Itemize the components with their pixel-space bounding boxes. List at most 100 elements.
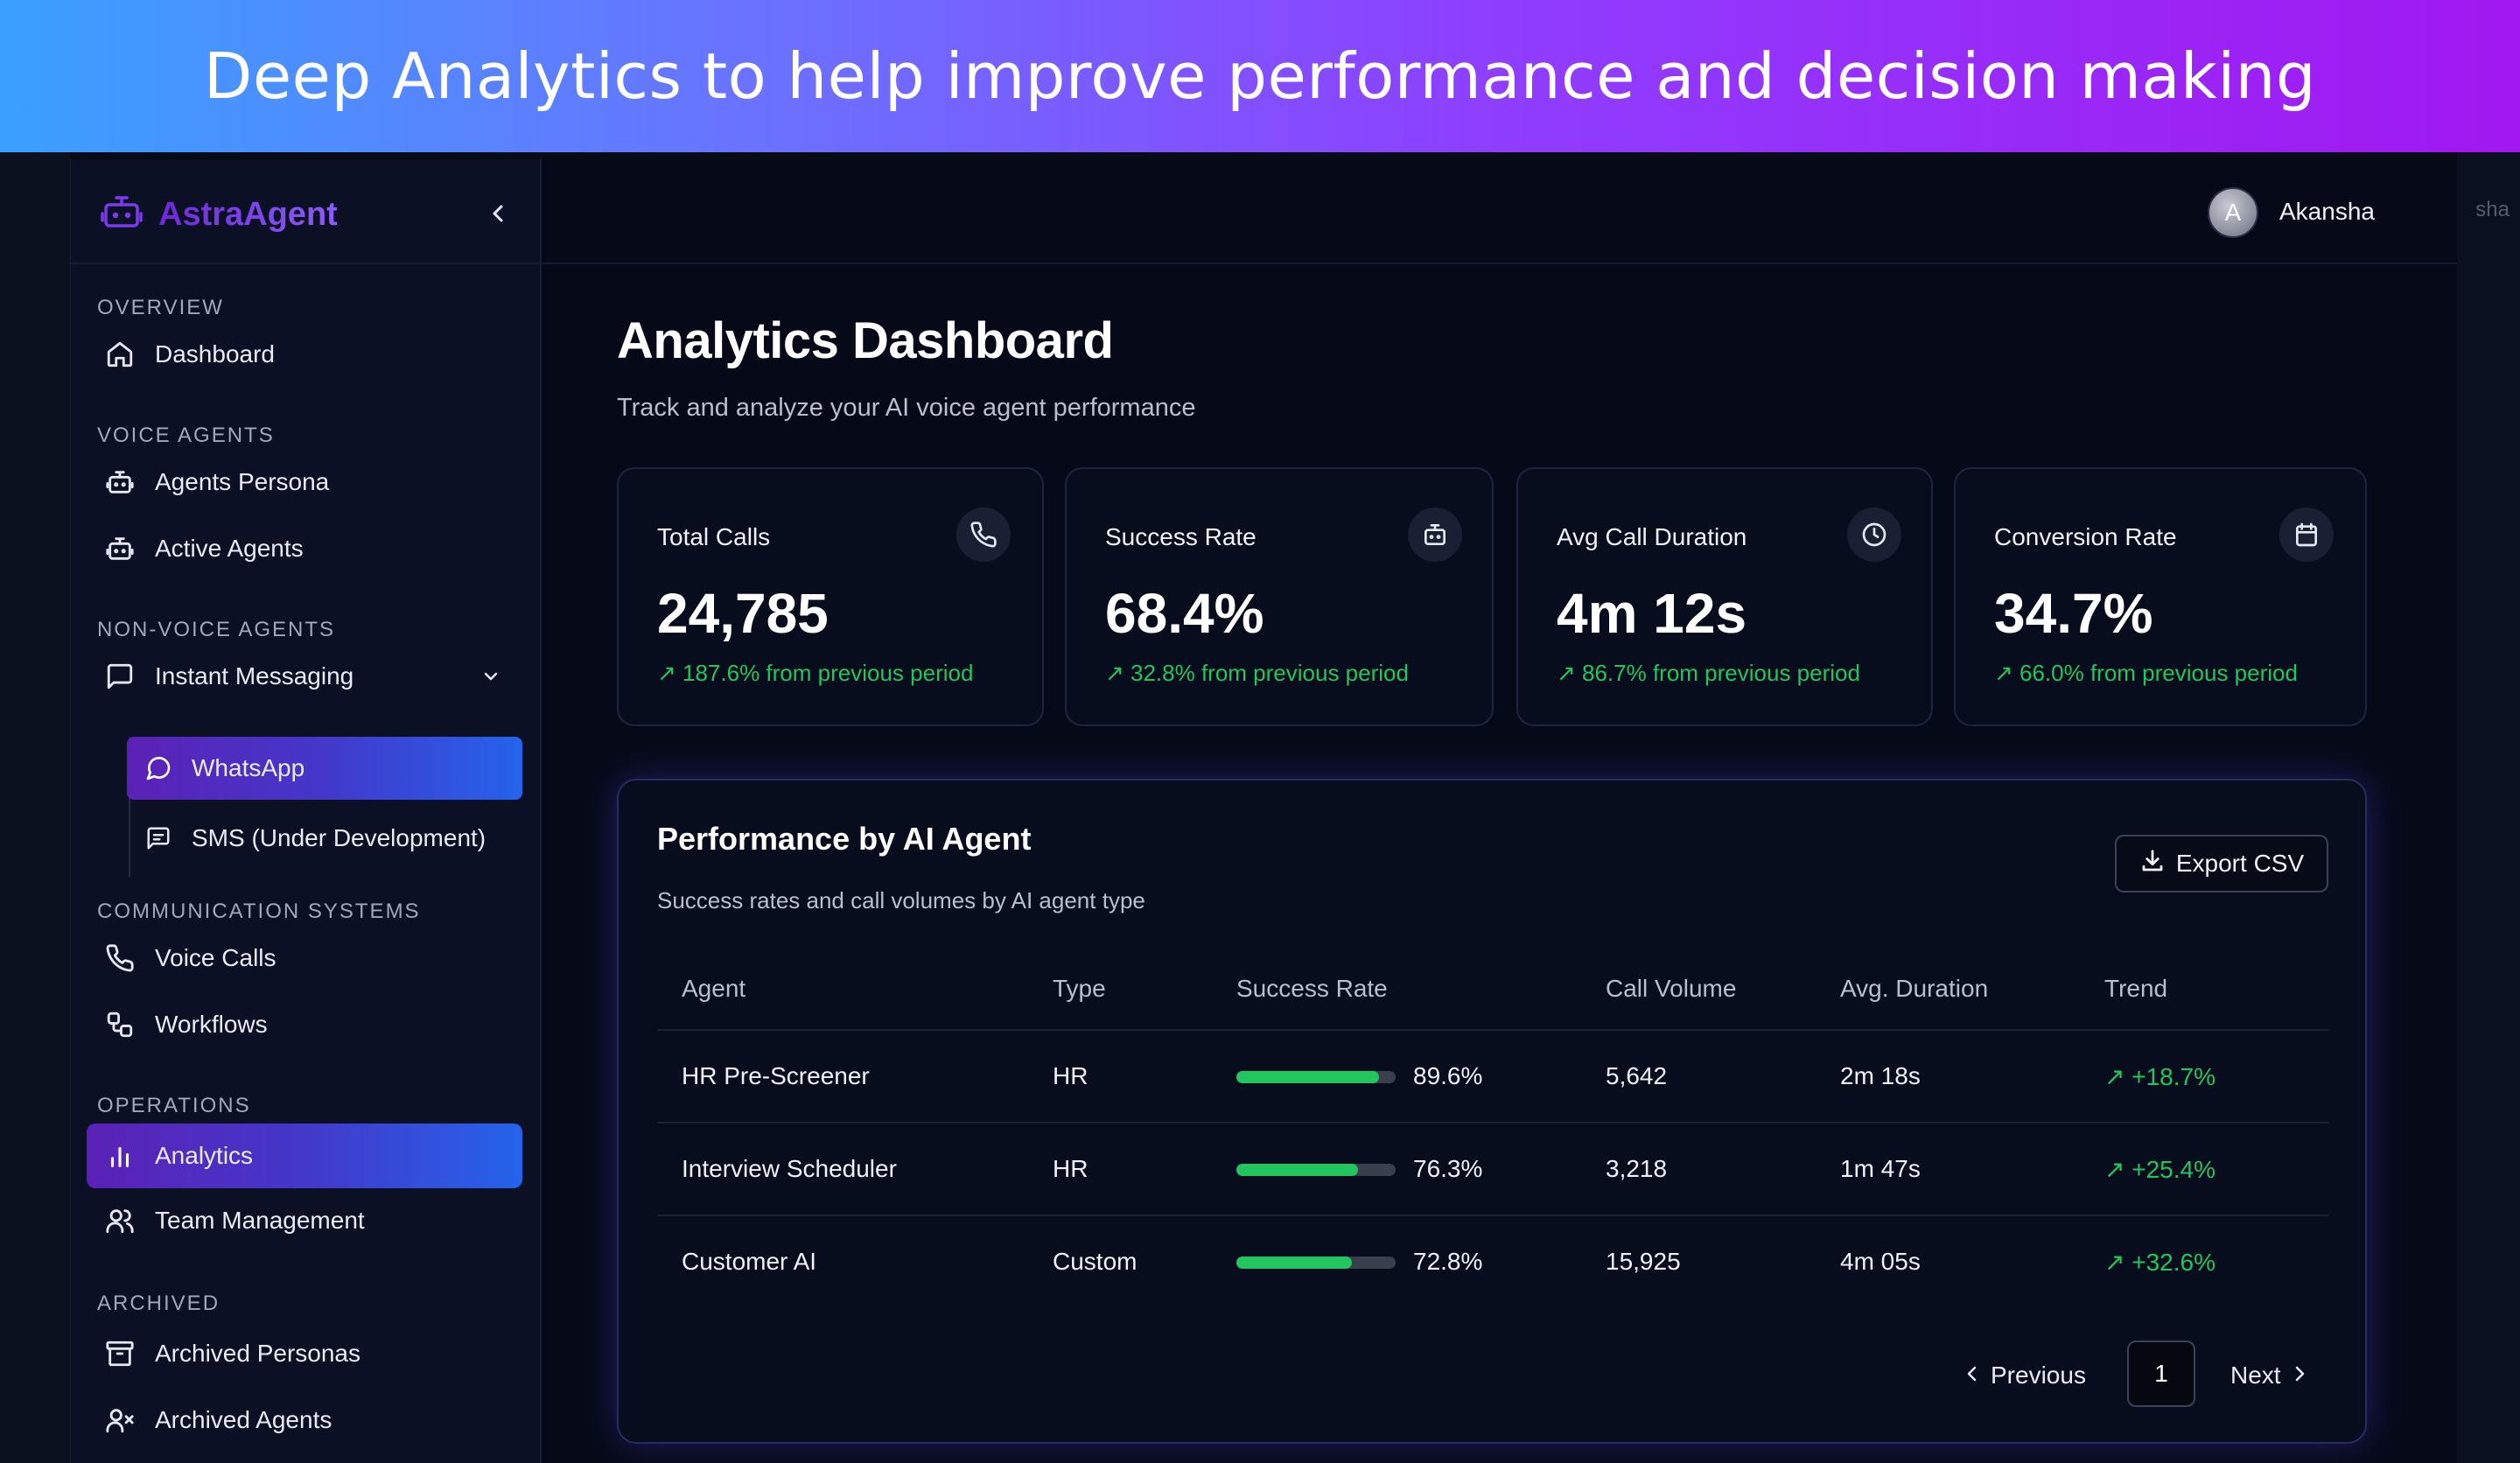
- stat-delta: ↗ 86.7% from previous period: [1557, 660, 1860, 686]
- cell-success-rate: 76.3%: [1413, 1155, 1483, 1182]
- section-voice-agents: VOICE AGENTS: [97, 424, 275, 447]
- table-row[interactable]: HR Pre-Screener HR 89.6% 5,642 2m 18s ↗ …: [657, 1029, 2328, 1122]
- phone-icon: [956, 508, 1011, 562]
- sidebar-item-label: SMS (Under Development): [192, 824, 486, 851]
- table-row[interactable]: Customer AI Custom 72.8% 15,925 4m 05s ↗…: [657, 1214, 2328, 1307]
- column-header-success-rate[interactable]: Success Rate: [1236, 975, 1388, 1002]
- home-icon: [101, 335, 139, 374]
- sidebar: AstraAgent OVERVIEW Dashboard VOICE AGEN…: [71, 159, 542, 1463]
- sidebar-item-archived-personas[interactable]: Archived Personas: [87, 1321, 522, 1386]
- performance-panel: Performance by AI Agent Success rates an…: [617, 779, 2367, 1444]
- table-row[interactable]: Interview Scheduler HR 76.3% 3,218 1m 47…: [657, 1122, 2328, 1214]
- phone-icon: [101, 939, 139, 977]
- panel-subtitle: Success rates and call volumes by AI age…: [657, 887, 1145, 914]
- stat-delta-text: 86.7% from previous period: [1582, 660, 1860, 686]
- column-header-avg-duration[interactable]: Avg. Duration: [1840, 975, 1989, 1002]
- stat-delta-text: 66.0% from previous period: [2020, 660, 2298, 686]
- sidebar-item-label: Archived Personas: [155, 1340, 361, 1367]
- chevron-down-icon[interactable]: [480, 666, 501, 687]
- sidebar-item-workflows[interactable]: Workflows: [87, 992, 522, 1057]
- cell-agent: Interview Scheduler: [682, 1155, 897, 1182]
- current-page-button[interactable]: 1: [2127, 1340, 2195, 1407]
- chevron-left-icon: [1966, 1362, 1978, 1390]
- stat-title: Total Calls: [657, 523, 771, 550]
- success-rate-bar: [1236, 1164, 1396, 1176]
- cell-call-volume: 15,925: [1606, 1248, 1681, 1275]
- chat-bubble-icon: [141, 751, 176, 786]
- calendar-icon: [2279, 508, 2334, 562]
- column-header-type[interactable]: Type: [1053, 975, 1106, 1002]
- page-subtitle: Track and analyze your AI voice agent pe…: [617, 394, 1196, 422]
- section-communication-systems: COMMUNICATION SYSTEMS: [97, 900, 421, 923]
- user-x-icon: [101, 1401, 139, 1439]
- promo-banner: Deep Analytics to help improve performan…: [0, 0, 2520, 152]
- sidebar-item-team-management[interactable]: Team Management: [87, 1188, 522, 1253]
- sidebar-item-archived-agents[interactable]: Archived Agents: [87, 1388, 522, 1452]
- next-page-button[interactable]: Next: [2230, 1349, 2306, 1402]
- export-csv-button[interactable]: Export CSV: [2115, 835, 2328, 892]
- cell-success-rate: 89.6%: [1413, 1062, 1483, 1089]
- section-operations: OPERATIONS: [97, 1094, 251, 1117]
- stat-delta-text: 32.8% from previous period: [1130, 660, 1409, 686]
- previous-page-button[interactable]: Previous: [1966, 1349, 2086, 1402]
- brand-header: AstraAgent: [71, 159, 542, 264]
- user-name[interactable]: Akansha: [2279, 198, 2375, 225]
- column-header-agent[interactable]: Agent: [682, 975, 746, 1002]
- main-content: Analytics Dashboard Track and analyze yo…: [542, 266, 2457, 1463]
- avatar[interactable]: A: [2208, 187, 2258, 238]
- cell-avg-duration: 1m 47s: [1840, 1155, 1921, 1182]
- stat-delta: ↗ 66.0% from previous period: [1994, 660, 2298, 686]
- sidebar-item-label: Active Agents: [155, 535, 304, 562]
- sidebar-item-agents-persona[interactable]: Agents Persona: [87, 450, 522, 514]
- trend-value: +25.4%: [2132, 1156, 2216, 1183]
- sidebar-item-label: WhatsApp: [192, 754, 305, 781]
- sidebar-item-label: Voice Calls: [155, 944, 276, 971]
- stat-delta-text: 187.6% from previous period: [682, 660, 974, 686]
- collapse-sidebar-button[interactable]: [482, 198, 514, 229]
- export-label: Export CSV: [2175, 850, 2305, 877]
- sidebar-item-voice-calls[interactable]: Voice Calls: [87, 926, 522, 990]
- cell-avg-duration: 2m 18s: [1840, 1062, 1921, 1089]
- sidebar-item-instant-messaging[interactable]: Instant Messaging: [87, 644, 522, 709]
- section-non-voice-agents: NON-VOICE AGENTS: [97, 618, 336, 641]
- sidebar-item-label: Analytics: [155, 1142, 254, 1169]
- success-rate-bar-fill: [1236, 1071, 1380, 1083]
- bot-icon: [101, 463, 139, 501]
- stat-title: Avg Call Duration: [1557, 523, 1747, 550]
- cell-success-rate: 72.8%: [1413, 1248, 1483, 1275]
- top-bar: A Akansha: [542, 159, 2457, 264]
- message-text-icon: [141, 821, 176, 856]
- trend-value: +32.6%: [2132, 1249, 2216, 1276]
- stat-card-success-rate: Success Rate 68.4% ↗ 32.8% from previous…: [1065, 467, 1494, 726]
- message-square-icon: [101, 657, 139, 696]
- sidebar-item-sms[interactable]: SMS (Under Development): [127, 807, 522, 870]
- brand-name: AstraAgent: [158, 196, 338, 233]
- column-header-trend[interactable]: Trend: [2104, 975, 2168, 1002]
- sidebar-item-active-agents[interactable]: Active Agents: [87, 516, 522, 581]
- sidebar-item-analytics[interactable]: Analytics: [87, 1124, 522, 1188]
- bot-icon: [1408, 508, 1462, 562]
- section-archived: ARCHIVED: [97, 1292, 220, 1315]
- success-rate-bar-fill: [1236, 1256, 1353, 1269]
- section-overview: OVERVIEW: [97, 296, 224, 319]
- cell-call-volume: 5,642: [1606, 1062, 1668, 1089]
- frame-right-edge: sha: [2457, 152, 2520, 1463]
- workflow-icon: [101, 1005, 139, 1044]
- app-window: AstraAgent OVERVIEW Dashboard VOICE AGEN…: [70, 159, 2457, 1463]
- sidebar-item-label: Agents Persona: [155, 468, 330, 495]
- sidebar-item-dashboard[interactable]: Dashboard: [87, 322, 522, 387]
- submenu-guide-line: [129, 737, 130, 877]
- cell-type: Custom: [1053, 1248, 1138, 1275]
- archive-icon: [101, 1334, 139, 1373]
- stat-value: 68.4%: [1105, 582, 1264, 645]
- stat-value: 4m 12s: [1557, 582, 1747, 645]
- sidebar-item-label: Workflows: [155, 1011, 268, 1038]
- sidebar-item-whatsapp[interactable]: WhatsApp: [127, 737, 522, 800]
- column-header-call-volume[interactable]: Call Volume: [1606, 975, 1737, 1002]
- banner-headline: Deep Analytics to help improve performan…: [203, 39, 2317, 113]
- success-rate-bar: [1236, 1071, 1396, 1083]
- stat-card-total-calls: Total Calls 24,785 ↗ 187.6% from previou…: [617, 467, 1044, 726]
- bar-chart-icon: [101, 1137, 139, 1175]
- stat-delta: ↗ 187.6% from previous period: [657, 660, 974, 686]
- sidebar-item-label: Instant Messaging: [155, 662, 354, 690]
